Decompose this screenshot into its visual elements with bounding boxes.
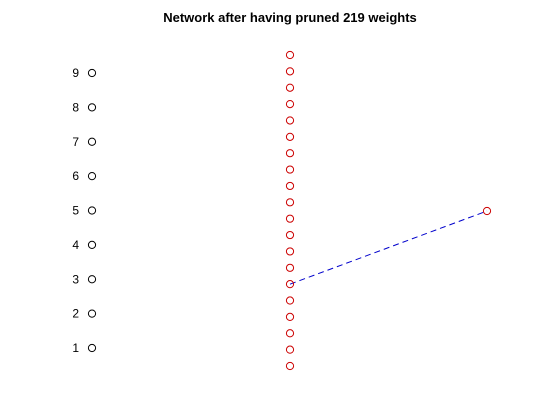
hidden-node-4 [285,312,295,321]
input-layer: 1 2 3 4 5 6 7 8 9 [72,66,97,355]
input-label-8: 8 [72,100,79,114]
hidden-node-3 [285,329,295,338]
hidden-node-10 [285,214,295,223]
hidden-node-17 [285,100,295,109]
input-node-6 [87,172,97,181]
input-node-8 [87,103,97,112]
hidden-node-6 [285,280,295,289]
hidden-node-14 [285,149,295,158]
hidden-node-9 [285,230,295,240]
input-node-1 [87,343,97,353]
weights-layer [289,210,488,285]
hidden-node-1 [285,361,295,371]
input-node-5 [87,206,97,215]
hidden-node-15 [285,132,295,141]
input-node-2 [87,309,97,318]
input-label-5: 5 [72,204,79,218]
hidden-node-12 [285,181,295,191]
hidden-node-2 [285,345,295,354]
output-layer [482,206,492,216]
hidden-node-20 [285,50,295,60]
input-node-3 [87,275,97,284]
hidden-node-5 [285,296,295,305]
input-label-4: 4 [72,238,79,252]
hidden-node-8 [285,247,295,256]
input-node-7 [87,137,97,146]
input-label-6: 6 [72,169,79,183]
input-label-1: 1 [72,341,79,355]
input-label-3: 3 [72,272,79,286]
hidden-node-13 [285,165,295,174]
figure-title: Network after having pruned 219 weights [163,10,417,25]
input-node-4 [87,240,97,249]
hidden-layer [285,50,295,371]
input-node-9 [87,68,97,78]
hidden-node-7 [285,263,295,272]
output-node-1 [482,206,492,216]
weight-edge-1 [289,210,488,285]
input-label-2: 2 [72,307,79,321]
input-label-7: 7 [72,135,79,149]
hidden-node-11 [285,198,295,207]
input-label-9: 9 [72,66,79,80]
hidden-node-16 [285,116,295,125]
hidden-node-18 [285,83,295,92]
hidden-node-19 [285,67,295,76]
